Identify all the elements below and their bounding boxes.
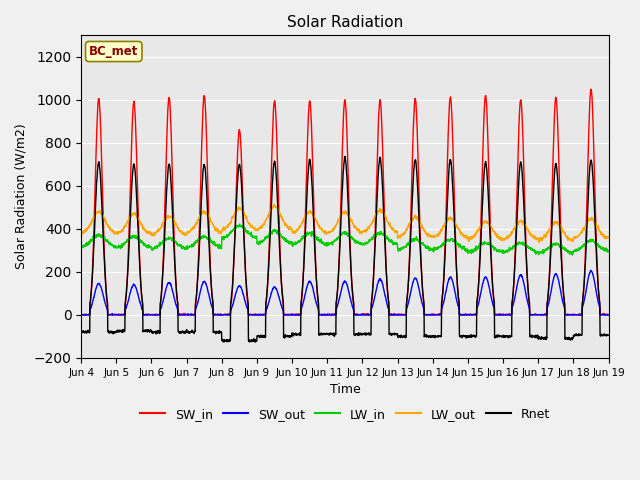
LW_out <box>360 228 368 234</box>
LW_in <box>225 232 232 238</box>
X-axis label: Time: Time <box>330 383 360 396</box>
SW_out <box>573 312 580 318</box>
Rnet <box>77 330 85 336</box>
LW_out <box>271 202 278 207</box>
Line: LW_in: LW_in <box>81 224 609 255</box>
SW_out <box>605 312 612 318</box>
Y-axis label: Solar Radiation (W/m2): Solar Radiation (W/m2) <box>15 124 28 269</box>
LW_in <box>77 242 85 248</box>
LW_out <box>605 235 612 240</box>
Line: SW_in: SW_in <box>81 89 609 315</box>
SW_in <box>587 86 595 92</box>
SW_in <box>372 221 380 227</box>
Rnet <box>252 339 259 345</box>
SW_out <box>360 312 367 318</box>
Rnet <box>341 154 349 159</box>
Title: Solar Radiation: Solar Radiation <box>287 15 403 30</box>
LW_out <box>558 227 566 233</box>
SW_out <box>225 312 232 317</box>
Line: Rnet: Rnet <box>81 156 609 342</box>
Rnet <box>499 334 506 339</box>
SW_out <box>558 294 566 300</box>
SW_out <box>587 267 595 273</box>
SW_in <box>573 312 580 317</box>
LW_out <box>77 231 85 237</box>
SW_in <box>558 264 566 270</box>
LW_in <box>558 243 566 249</box>
LW_in <box>498 247 506 253</box>
LW_out <box>573 234 580 240</box>
LW_in <box>372 231 380 237</box>
SW_out <box>498 312 506 317</box>
SW_in <box>605 312 612 318</box>
Rnet <box>360 331 368 337</box>
SW_in <box>77 312 85 317</box>
LW_in <box>236 221 243 227</box>
LW_in <box>573 248 580 254</box>
SW_out <box>371 291 379 297</box>
SW_out <box>77 312 85 318</box>
LW_in <box>569 252 577 258</box>
Line: LW_out: LW_out <box>81 204 609 242</box>
SW_in <box>225 312 232 317</box>
LW_out <box>535 240 543 245</box>
Text: BC_met: BC_met <box>89 45 138 58</box>
SW_in <box>360 312 368 317</box>
Rnet <box>573 332 580 338</box>
LW_in <box>605 248 612 254</box>
SW_in <box>78 312 86 318</box>
Rnet <box>225 338 232 344</box>
Line: SW_out: SW_out <box>81 270 609 315</box>
Rnet <box>605 333 612 338</box>
Legend: SW_in, SW_out, LW_in, LW_out, Rnet: SW_in, SW_out, LW_in, LW_out, Rnet <box>135 403 555 426</box>
Rnet <box>372 230 380 236</box>
LW_in <box>360 242 368 248</box>
LW_out <box>225 223 232 229</box>
Rnet <box>558 273 566 279</box>
SW_in <box>498 312 506 317</box>
LW_out <box>372 213 380 219</box>
LW_out <box>498 237 506 242</box>
